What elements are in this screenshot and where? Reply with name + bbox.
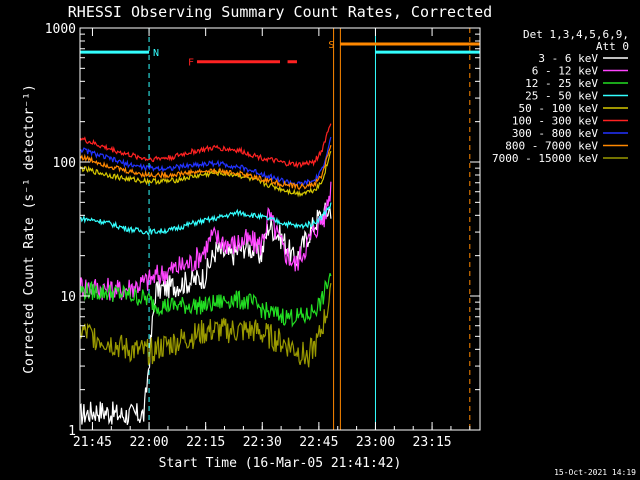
series-line-2 [79, 273, 332, 328]
series-layer [79, 123, 332, 425]
y-tick-label-0: 1 [68, 424, 76, 439]
legend-header-1: Att 0 [596, 40, 629, 53]
legend-label-6: 300 - 800 keV [512, 127, 598, 140]
y-axis-ticks: 1 10 100 1000 [45, 22, 480, 439]
series-line-6 [79, 136, 332, 187]
x-axis-ticks: 21:45 22:00 22:15 22:30 22:45 23:00 23:15 [73, 28, 471, 450]
x-tick-label-4: 22:45 [299, 435, 338, 450]
series-line-7 [79, 145, 332, 191]
x-tick-label-3: 22:30 [243, 435, 282, 450]
series-line-5 [79, 123, 332, 169]
y-tick-label-3: 1000 [45, 22, 76, 37]
flag-layer: N F S [80, 40, 480, 69]
legend-label-4: 50 - 100 keV [519, 102, 599, 115]
flag-label-0: N [153, 48, 159, 59]
x-tick-label-5: 23:00 [356, 435, 395, 450]
x-tick-label-1: 22:00 [129, 435, 168, 450]
plot-frame [79, 27, 481, 431]
series-line-8 [79, 282, 332, 368]
y-axis-label: Corrected Count Rate (s⁻¹ detector⁻¹) [22, 84, 37, 374]
legend-label-7: 800 - 7000 keV [505, 140, 598, 153]
legend-label-5: 100 - 300 keV [512, 115, 598, 128]
x-axis-label: Start Time (16-Mar-05 21:41:42) [159, 456, 402, 471]
flag-label-1: F [188, 58, 194, 69]
x-tick-label-2: 22:15 [186, 435, 225, 450]
flag-label-2: S [328, 40, 334, 51]
y-tick-label-1: 10 [60, 290, 76, 305]
legend-label-2: 12 - 25 keV [525, 77, 598, 90]
legend-label-3: 25 - 50 keV [525, 90, 598, 103]
chart-title: RHESSI Observing Summary Count Rates, Co… [68, 3, 492, 21]
x-tick-label-0: 21:45 [73, 435, 112, 450]
x-tick-label-6: 23:15 [413, 435, 452, 450]
legend-label-0: 3 - 6 keV [538, 52, 598, 65]
y-tick-label-2: 100 [53, 156, 76, 171]
footer-timestamp: 15-Oct-2021 14:19 [554, 468, 636, 477]
series-line-3 [79, 202, 332, 236]
legend-header-0: Det 1,3,4,5,6,9, [523, 28, 629, 41]
legend-label-1: 6 - 12 keV [532, 65, 599, 78]
legend-label-8: 7000 - 15000 keV [492, 152, 598, 165]
series-line-0 [79, 202, 332, 425]
series-line-4 [79, 150, 332, 198]
